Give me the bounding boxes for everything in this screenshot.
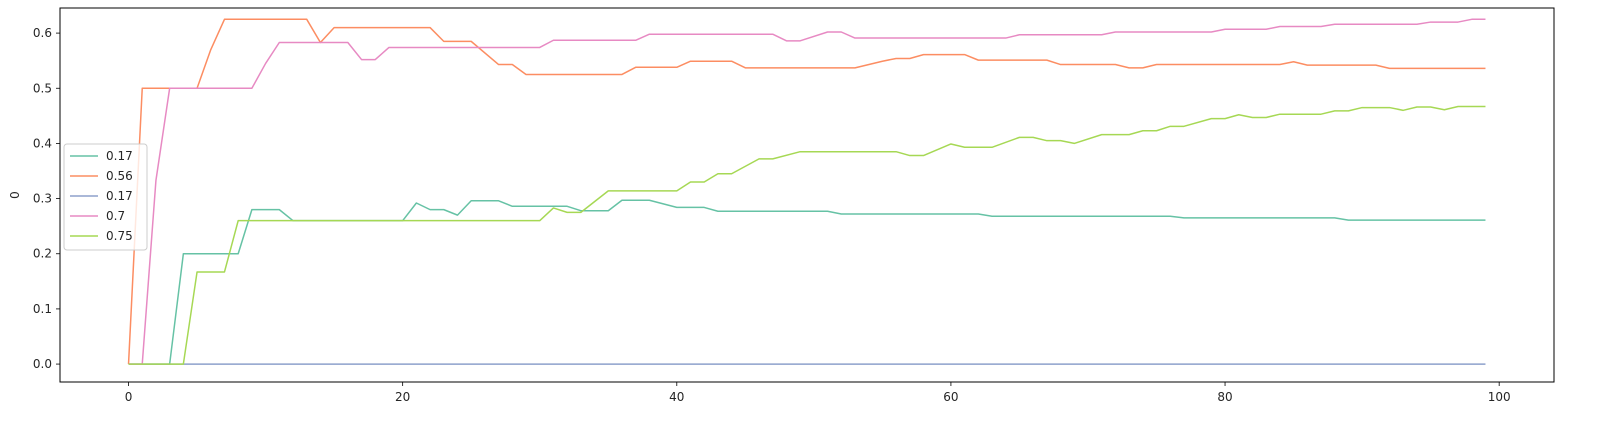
x-tick-label: 20 xyxy=(395,390,410,404)
x-tick-label: 80 xyxy=(1217,390,1232,404)
legend: 0.17 0.56 0.17 0.7 0.75 xyxy=(63,143,148,251)
legend-label: 0.17 xyxy=(106,149,133,163)
plot-area xyxy=(60,8,1554,382)
x-tick-label: 60 xyxy=(943,390,958,404)
legend-box xyxy=(63,143,148,251)
y-axis-label: 0 xyxy=(8,191,22,199)
y-tick-label: 0.0 xyxy=(33,357,52,371)
x-tick-label: 100 xyxy=(1488,390,1511,404)
y-tick-label: 0.6 xyxy=(33,26,52,40)
y-tick-label: 0.1 xyxy=(33,302,52,316)
series-line-0 xyxy=(128,199,1486,365)
y-tick-label: 0.4 xyxy=(33,136,52,150)
plot-frame xyxy=(59,7,1555,383)
series-line-3 xyxy=(128,18,1486,365)
series-layer xyxy=(127,18,1486,365)
series-line-1 xyxy=(127,18,1486,365)
y-axis: 0.0 0.1 0.2 0.3 0.4 0.5 0.6 xyxy=(33,26,60,371)
x-tick-label: 0 xyxy=(125,390,133,404)
legend-label: 0.56 xyxy=(106,169,133,183)
y-tick-label: 0.5 xyxy=(33,81,52,95)
y-tick-label: 0.3 xyxy=(33,192,52,206)
legend-label: 0.17 xyxy=(106,189,133,203)
legend-label: 0.7 xyxy=(106,209,125,223)
legend-label: 0.75 xyxy=(106,229,133,243)
x-axis: 0 20 40 60 80 100 xyxy=(125,382,1511,404)
y-tick-label: 0.2 xyxy=(33,247,52,261)
x-tick-label: 40 xyxy=(669,390,684,404)
series-line-4 xyxy=(128,105,1486,365)
